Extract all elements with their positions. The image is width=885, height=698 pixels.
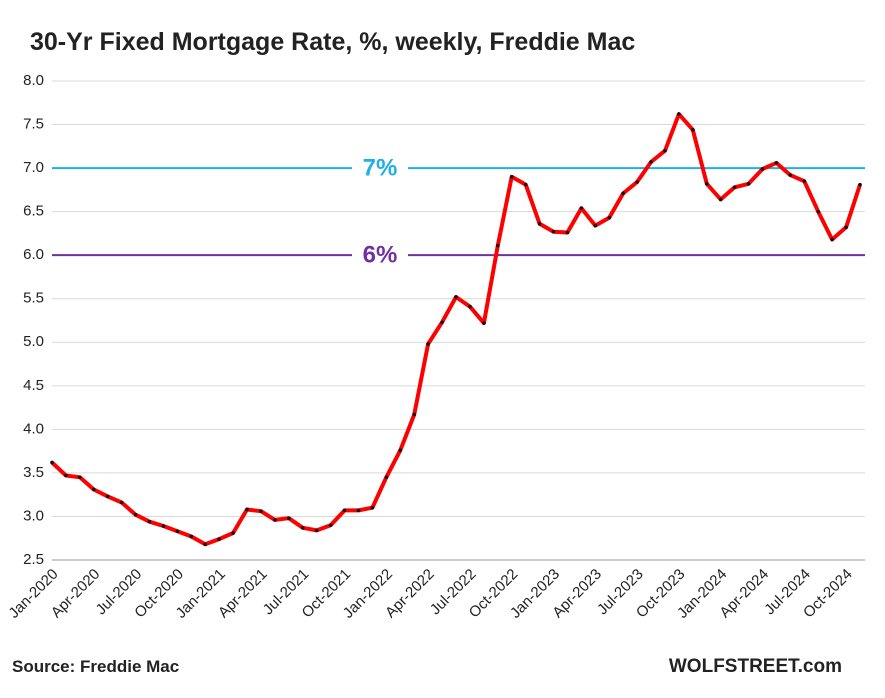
point (398, 448, 403, 453)
point (147, 519, 152, 524)
point (774, 161, 779, 165)
y-tick-label: 5.5 (23, 290, 44, 307)
point (78, 475, 82, 480)
point (91, 487, 96, 492)
point (161, 524, 166, 528)
y-tick-label: 8.0 (23, 72, 44, 89)
point (788, 173, 793, 177)
point (816, 209, 821, 214)
point (579, 206, 584, 210)
point (858, 182, 862, 187)
point (426, 342, 430, 346)
point (844, 225, 848, 230)
point (509, 175, 514, 179)
point (495, 243, 500, 248)
point (732, 185, 737, 190)
y-tick-label: 6.5 (23, 203, 44, 220)
point (231, 531, 235, 535)
point (119, 500, 124, 505)
point (314, 528, 319, 533)
point (189, 534, 194, 539)
reference-label: 6% (363, 242, 398, 269)
point (133, 512, 138, 517)
point (746, 181, 751, 186)
line-series (50, 112, 862, 547)
y-tick-label: 4.5 (23, 377, 44, 394)
point (649, 160, 653, 164)
y-tick-label: 6.0 (23, 246, 44, 263)
point (384, 475, 389, 480)
point (802, 179, 807, 183)
point (718, 197, 723, 202)
brand: WOLFSTREET.com (669, 656, 842, 677)
point (287, 516, 291, 520)
point (482, 321, 486, 325)
point (273, 518, 277, 522)
point (468, 304, 472, 309)
point (691, 127, 695, 132)
point (105, 494, 110, 499)
y-tick-label: 4.0 (23, 420, 44, 437)
y-tick-label: 7.5 (23, 116, 44, 133)
point (551, 229, 556, 234)
y-tick-label: 7.0 (23, 159, 44, 176)
y-tick-label: 5.0 (23, 333, 44, 350)
point (203, 542, 208, 547)
point (64, 473, 68, 478)
point (565, 230, 570, 235)
point (523, 182, 528, 187)
y-tick-label: 2.5 (23, 551, 44, 568)
point (593, 223, 598, 228)
label-bg (352, 154, 408, 183)
point (217, 537, 221, 541)
point (621, 191, 625, 196)
point (830, 237, 834, 242)
point (454, 295, 458, 299)
y-tick-label: 3.5 (23, 464, 44, 481)
point (300, 525, 305, 530)
point (760, 167, 765, 171)
label-bg (352, 241, 408, 270)
point (370, 505, 375, 510)
point (537, 222, 542, 226)
point (635, 180, 639, 184)
point (663, 148, 667, 153)
point (412, 412, 417, 417)
source: Source: Freddie Mac (12, 657, 179, 676)
point (607, 215, 612, 220)
point (259, 509, 263, 514)
point (245, 507, 249, 512)
chart-title: 30-Yr Fixed Mortgage Rate, %, weekly, Fr… (30, 28, 635, 56)
point (356, 508, 361, 513)
reference-label: 7% (363, 154, 398, 181)
y-tick-label: 3.0 (23, 507, 44, 524)
point (175, 529, 180, 534)
point (677, 112, 681, 116)
point (328, 523, 333, 527)
point (342, 508, 347, 513)
point (50, 460, 54, 465)
point (704, 181, 709, 186)
point (440, 320, 444, 325)
